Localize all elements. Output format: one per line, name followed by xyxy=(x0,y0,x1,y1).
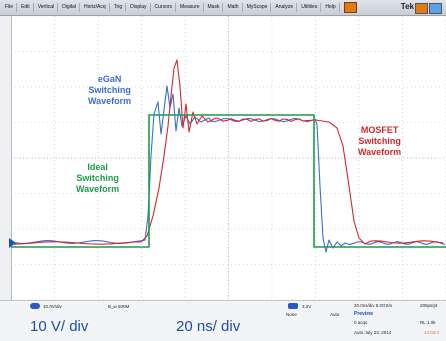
time-per-div: 20 ns/ div xyxy=(176,318,241,335)
ideal-trace xyxy=(11,114,446,248)
trigger-source-badge[interactable] xyxy=(288,303,298,309)
trigger-mode: None xyxy=(286,312,297,317)
acquisition-count: 0 acqs xyxy=(354,320,368,325)
menu-display[interactable]: Display xyxy=(127,3,151,12)
channel-scale: 10.0V/div xyxy=(43,304,62,309)
run-stop-icon[interactable] xyxy=(415,3,428,14)
bandwidth-readout: B_w 500M xyxy=(108,304,130,309)
menu-digital[interactable]: Digital xyxy=(59,3,80,12)
menu-help[interactable]: Help xyxy=(322,3,340,12)
ground-marker-icon[interactable] xyxy=(9,238,16,248)
egan-label: eGaN Switching Waveform xyxy=(88,74,132,106)
menu-analyze[interactable]: Analyze xyxy=(272,3,298,12)
menu-mask[interactable]: Mask xyxy=(205,3,224,12)
help-icon[interactable] xyxy=(429,3,442,14)
menu-measure[interactable]: Measure xyxy=(177,3,204,12)
menu-trig[interactable]: Trig xyxy=(111,3,127,12)
channel-1-badge[interactable] xyxy=(30,303,40,309)
menu-horiz-acq[interactable]: Horiz/Acq xyxy=(81,3,110,12)
acquire-icon[interactable] xyxy=(343,2,357,13)
menu-myscope[interactable]: MyScope xyxy=(244,3,272,12)
volts-per-div: 10 V/ div xyxy=(30,318,89,335)
record-length: RL:1.0k xyxy=(420,320,436,325)
date-readout: Auto July 23, 2014 xyxy=(354,330,392,335)
trigger-auto: Auto xyxy=(330,312,340,317)
menu-utilities[interactable]: Utilities xyxy=(298,3,322,12)
sample-rate: 20.0ns/div 5.0GS/s xyxy=(354,303,393,308)
preview-status: Preview xyxy=(354,311,373,317)
tek-logo: Tek xyxy=(400,2,414,11)
egan-trace xyxy=(11,85,446,253)
status-bar xyxy=(0,300,446,341)
menu-math[interactable]: Math xyxy=(224,3,243,12)
menu-edit[interactable]: Edit xyxy=(18,3,34,12)
mosfet-label: MOSFET Switching Waveform xyxy=(358,125,402,157)
menu-cursors[interactable]: Cursors xyxy=(152,3,177,12)
mosfet-trace xyxy=(11,59,444,245)
menu-file[interactable]: File xyxy=(2,3,18,12)
record-rate: 200ps/pt xyxy=(420,303,438,308)
menu-bar: File Edit Vertical Digital Horiz/Acq Trig Disp… xyxy=(0,0,446,16)
trigger-level: 3.2V xyxy=(302,304,312,309)
time-readout: 14:03:4 xyxy=(424,330,440,335)
ideal-label: Ideal Switching Waveform xyxy=(76,162,120,194)
waveform-plot xyxy=(11,16,446,300)
menu-vertical[interactable]: Vertical xyxy=(35,3,59,12)
